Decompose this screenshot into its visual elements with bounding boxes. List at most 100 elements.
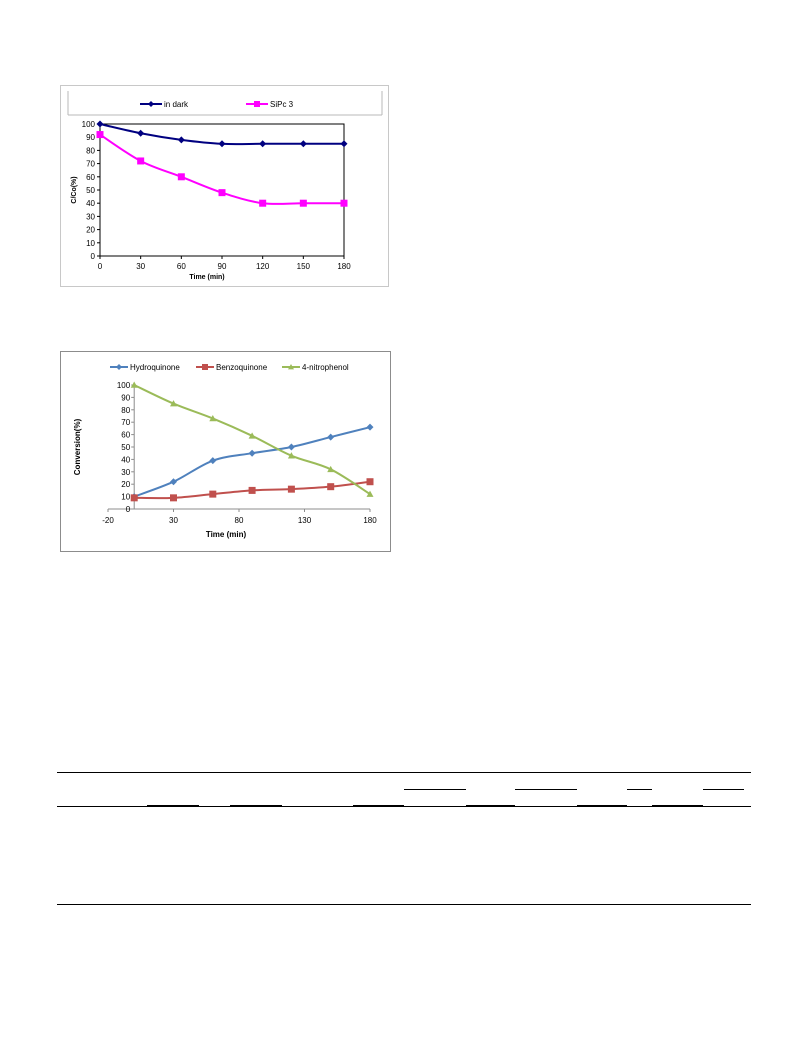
series-1-point bbox=[209, 490, 217, 498]
x-tick-label: 180 bbox=[337, 262, 351, 271]
legend-marker-1 bbox=[202, 364, 208, 370]
series-0-point bbox=[287, 443, 295, 451]
table-col-rule-2 bbox=[230, 805, 282, 806]
chart-conversion-legend: Hydroquinone Benzoquinone 4-nitrophenol bbox=[110, 363, 349, 372]
series-1-point bbox=[259, 199, 267, 207]
chart-degradation-series bbox=[96, 120, 348, 207]
chart-conversion-series bbox=[130, 381, 374, 502]
y-tick-label: 30 bbox=[121, 468, 130, 477]
y-tick-label: 90 bbox=[86, 133, 95, 142]
series-0-point bbox=[96, 120, 104, 128]
series-2-point bbox=[327, 465, 335, 473]
y-tick-label: 10 bbox=[121, 493, 130, 502]
series-1-point bbox=[327, 483, 335, 491]
series-2-point bbox=[366, 490, 374, 497]
y-tick-label: 0 bbox=[91, 252, 96, 261]
y-tick-label: 80 bbox=[121, 406, 130, 415]
series-1-point bbox=[340, 199, 348, 207]
chart-conversion: Hydroquinone Benzoquinone 4-nitrophenol 0 1… bbox=[60, 351, 391, 552]
chart-degradation: in dark SiPc 3 0 10 20 30 40 50 60 70 80 90 100 0 30 6… bbox=[60, 85, 389, 287]
series-0-point bbox=[218, 140, 226, 148]
chart-degradation-legend: in dark SiPc 3 bbox=[140, 100, 294, 109]
y-tick-label: 20 bbox=[86, 226, 95, 235]
legend-label-1: SiPc 3 bbox=[270, 100, 294, 109]
series-2-point bbox=[170, 400, 177, 407]
chart-degradation-axes: 0 10 20 30 40 50 60 70 80 90 100 0 30 60 90 120 150 180 bbox=[82, 120, 352, 271]
chart-degradation-ylabel: C/Co(%) bbox=[71, 176, 78, 203]
legend-marker-1 bbox=[254, 101, 260, 107]
table-top-rule bbox=[57, 772, 751, 773]
table-col-rule-4 bbox=[466, 805, 515, 806]
legend-label-0: in dark bbox=[164, 100, 189, 109]
series-1-point bbox=[366, 478, 374, 486]
series-0-point bbox=[170, 478, 177, 486]
series-0-point bbox=[327, 433, 335, 441]
series-2-point bbox=[287, 452, 295, 459]
series-2-point bbox=[209, 414, 217, 422]
y-tick-label: 40 bbox=[86, 199, 95, 208]
x-tick-label: 0 bbox=[98, 262, 103, 271]
y-tick-label: 50 bbox=[86, 186, 95, 195]
series-0-point bbox=[248, 449, 256, 457]
table-col-rule-5 bbox=[577, 805, 627, 806]
y-tick-label: 80 bbox=[86, 146, 95, 155]
table-group-rule-4 bbox=[703, 789, 744, 790]
y-tick-label: 60 bbox=[121, 431, 130, 440]
x-tick-label: 120 bbox=[256, 262, 270, 271]
y-tick-label: 10 bbox=[86, 239, 95, 248]
table-group-rule-1 bbox=[404, 789, 466, 790]
y-tick-label: 70 bbox=[121, 418, 130, 427]
series-0-point bbox=[299, 140, 307, 148]
series-0-point bbox=[177, 136, 185, 144]
y-tick-label: 60 bbox=[86, 173, 95, 182]
x-tick-label: 150 bbox=[297, 262, 311, 271]
x-tick-label: 90 bbox=[218, 262, 227, 271]
y-tick-label: 90 bbox=[121, 393, 130, 402]
y-tick-label: 100 bbox=[117, 381, 131, 390]
series-0-point bbox=[209, 457, 217, 465]
legend-label-0: Hydroquinone bbox=[130, 363, 180, 372]
series-0-point bbox=[259, 140, 267, 148]
legend-marker-2 bbox=[288, 364, 294, 370]
y-tick-label: 100 bbox=[82, 120, 96, 129]
series-1-point bbox=[287, 485, 295, 493]
table-col-rule-3 bbox=[353, 805, 404, 806]
chart-conversion-xlabel: Time (min) bbox=[206, 530, 247, 539]
x-tick-label: 180 bbox=[363, 516, 377, 525]
series-1-point bbox=[218, 189, 226, 197]
chart-conversion-svg: Hydroquinone Benzoquinone 4-nitrophenol 0 1… bbox=[60, 351, 391, 552]
chart-conversion-axes: 0 10 20 30 40 50 60 70 80 90 100 -20 30 80 130 180 bbox=[102, 381, 377, 525]
x-tick-label: 80 bbox=[235, 516, 244, 525]
y-tick-label: 20 bbox=[121, 480, 130, 489]
table-col-rule-1 bbox=[147, 805, 199, 806]
chart-conversion-ylabel: Conversion(%) bbox=[73, 418, 82, 475]
table-header-rule bbox=[57, 806, 751, 807]
y-tick-label: 40 bbox=[121, 455, 130, 464]
series-0-point bbox=[340, 140, 348, 148]
y-tick-label: 70 bbox=[86, 160, 95, 169]
x-tick-label: 30 bbox=[169, 516, 178, 525]
legend-marker-0 bbox=[116, 364, 122, 370]
series-1-point bbox=[96, 131, 104, 139]
series-0-point bbox=[366, 423, 374, 431]
legend-label-2: 4-nitrophenol bbox=[302, 363, 349, 372]
table-group-rule-2 bbox=[515, 789, 577, 790]
series-1-point bbox=[170, 494, 177, 502]
series-2-point bbox=[130, 381, 138, 388]
series-1-point bbox=[130, 494, 138, 502]
y-tick-label: 50 bbox=[121, 443, 130, 452]
y-tick-label: 30 bbox=[86, 212, 95, 221]
chart-degradation-svg: in dark SiPc 3 0 10 20 30 40 50 60 70 80 90 100 0 30 6… bbox=[60, 85, 389, 287]
series-1-point bbox=[177, 173, 185, 181]
table-group-rule-3 bbox=[627, 789, 652, 790]
legend-label-1: Benzoquinone bbox=[216, 363, 268, 372]
x-tick-label: 130 bbox=[298, 516, 312, 525]
series-2-point bbox=[248, 432, 256, 439]
legend-marker-0 bbox=[148, 101, 154, 107]
x-tick-label: 60 bbox=[177, 262, 186, 271]
x-tick-label: 30 bbox=[136, 262, 145, 271]
chart-degradation-xlabel: Time (min) bbox=[189, 274, 224, 281]
series-1-point bbox=[137, 157, 145, 165]
series-1-point bbox=[299, 199, 307, 207]
x-tick-label: -20 bbox=[102, 516, 114, 525]
